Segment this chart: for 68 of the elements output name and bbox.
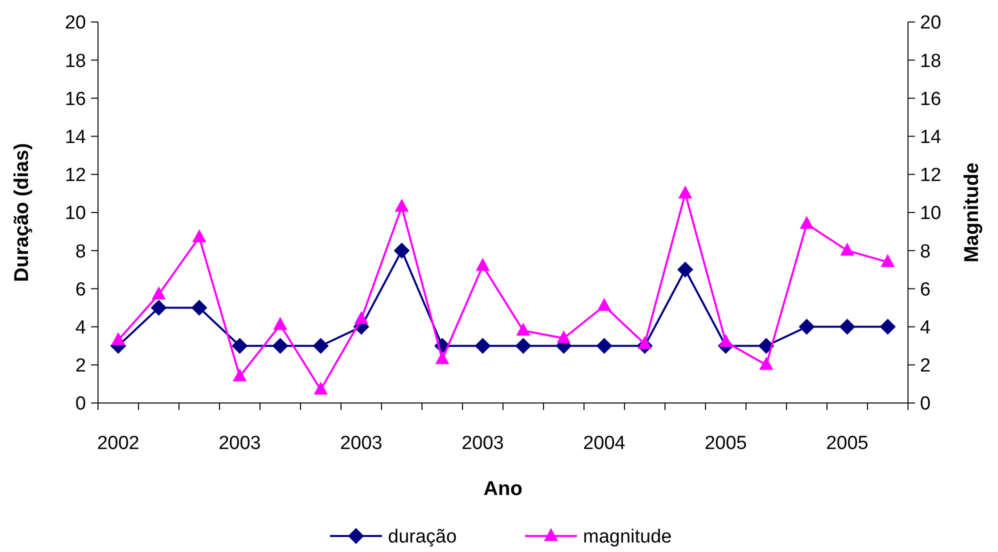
point	[516, 322, 530, 336]
x-tick-label: 2003	[462, 433, 504, 454]
y-tick-label: 16	[64, 88, 86, 110]
y-tick-label: 10	[64, 203, 86, 224]
x-tick-label: 2004	[583, 433, 626, 454]
point	[394, 198, 409, 212]
point	[678, 185, 692, 198]
y-tick-label: 0	[75, 394, 86, 415]
legend-label: magnitude	[583, 526, 672, 548]
y2-tick-label: 18	[920, 50, 942, 72]
y-tick-label: 8	[75, 241, 86, 262]
y2-tick-label: 6	[920, 279, 931, 300]
point	[273, 316, 288, 330]
point	[152, 286, 166, 300]
y2-tick-label: 10	[920, 203, 942, 224]
x-tick-label: 2002	[97, 433, 140, 454]
y-tick-label: 6	[75, 279, 86, 300]
y2-tick-label: 14	[920, 126, 942, 148]
point	[515, 338, 532, 354]
point	[718, 334, 733, 348]
y2-tick-label: 16	[920, 88, 942, 110]
y2-tick-label: 8	[920, 241, 931, 262]
x-axis-title: Ano	[484, 478, 522, 500]
point	[312, 338, 329, 354]
point	[474, 338, 491, 354]
y-tick-label: 14	[64, 126, 86, 148]
y-axis-title: Duração (dias)	[11, 143, 33, 282]
point	[758, 338, 774, 354]
y2-tick-label: 12	[920, 165, 942, 186]
point	[556, 330, 571, 344]
point	[798, 318, 815, 335]
y2-axis-title: Magnitude	[961, 162, 983, 262]
point	[597, 298, 612, 311]
point	[638, 336, 652, 349]
y2-tick-label: 2	[920, 356, 931, 377]
y-tick-label: 18	[64, 50, 86, 72]
point	[759, 356, 774, 370]
x-tick-label: 2003	[340, 433, 382, 454]
y-tick-label: 20	[64, 12, 86, 34]
point	[354, 311, 368, 324]
point	[435, 351, 450, 364]
point	[596, 338, 612, 354]
point	[272, 338, 288, 354]
x-tick-label: 2005	[704, 433, 747, 454]
x-tick-label: 2005	[826, 433, 868, 454]
point	[880, 318, 896, 335]
point	[111, 332, 126, 346]
point	[840, 242, 854, 256]
y-tick-label: 12	[64, 165, 86, 186]
point	[150, 300, 167, 316]
x-tick-label: 2003	[218, 433, 261, 454]
point	[839, 318, 856, 335]
y2-tick-label: 0	[920, 394, 931, 415]
point	[314, 382, 328, 395]
y2-tick-label: 4	[920, 317, 931, 338]
y-tick-label: 2	[75, 356, 86, 377]
point	[800, 216, 814, 229]
legend-label: duração	[388, 526, 457, 548]
point	[192, 229, 206, 242]
point	[394, 242, 410, 259]
point	[677, 262, 694, 278]
y-tick-label: 4	[75, 317, 86, 338]
point	[232, 338, 248, 354]
point	[880, 254, 895, 268]
point	[232, 368, 247, 382]
y2-tick-label: 20	[920, 12, 942, 34]
point	[476, 258, 490, 271]
point	[191, 300, 208, 316]
